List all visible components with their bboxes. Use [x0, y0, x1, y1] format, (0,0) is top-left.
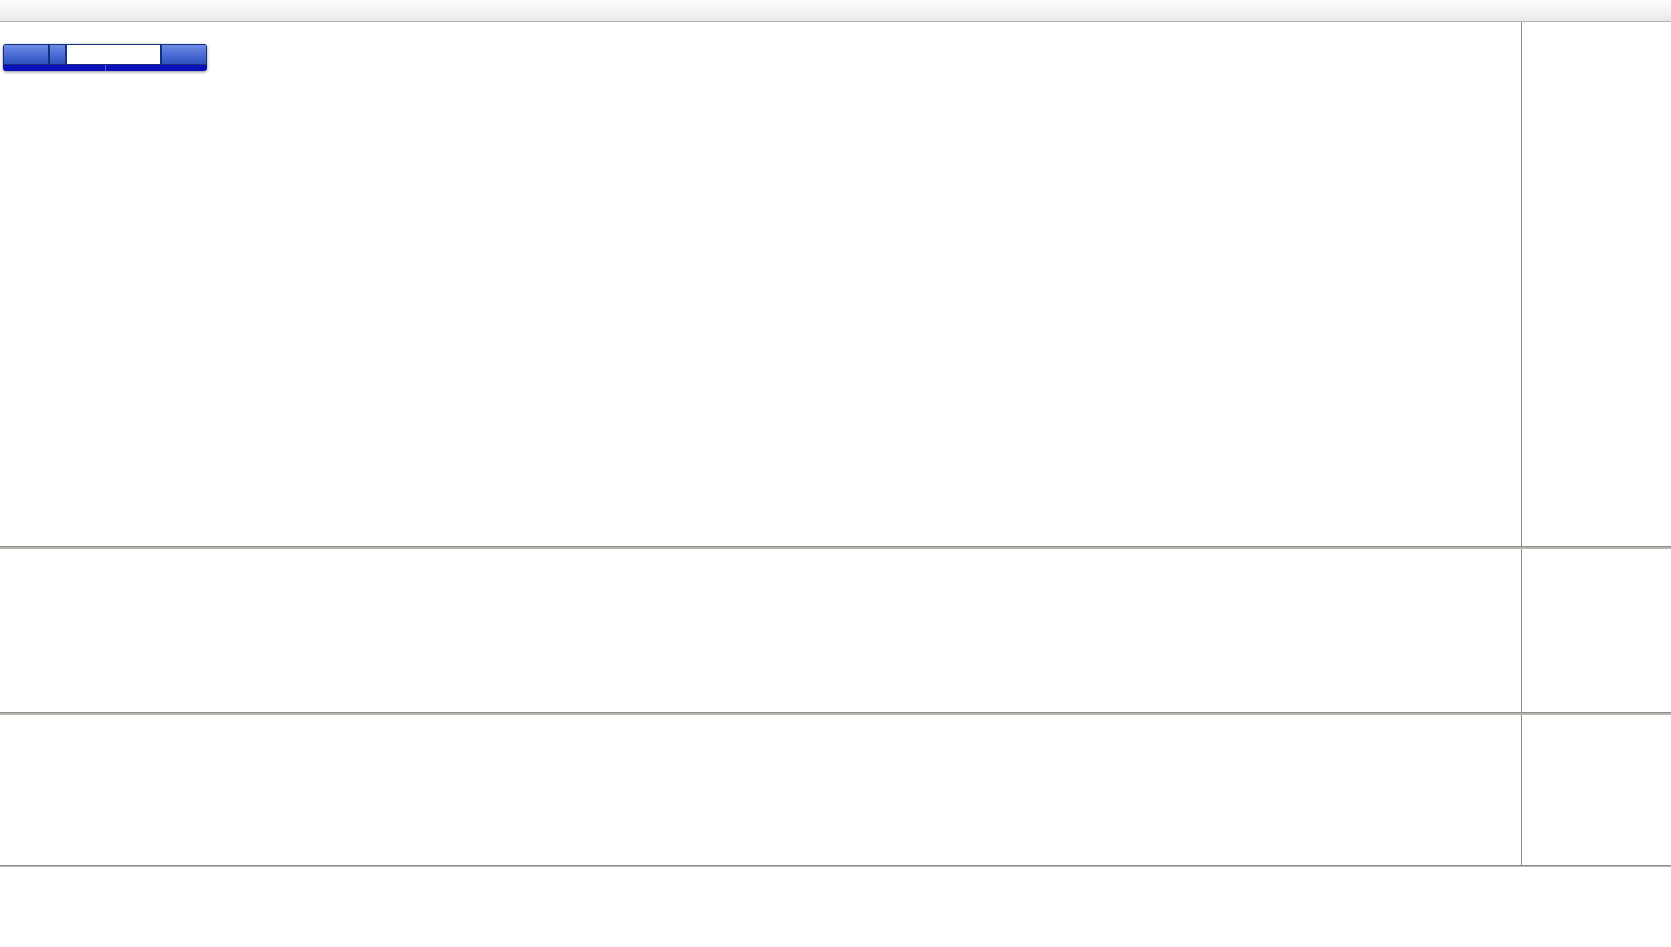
volume-input[interactable] [67, 47, 160, 62]
trade-panel-controls [3, 44, 207, 65]
pane-separator[interactable] [0, 546, 1671, 549]
trade-panel-prices [3, 65, 207, 71]
toolbar [0, 0, 1671, 22]
pane-separator[interactable] [0, 712, 1671, 715]
macd-pane[interactable] [0, 549, 1521, 712]
sell-button[interactable] [3, 44, 49, 65]
price-chart-pane[interactable] [0, 22, 1521, 546]
rsi-pane[interactable] [0, 715, 1521, 865]
pane-separator[interactable] [0, 865, 1671, 867]
rsi-chart [0, 715, 1521, 865]
sell-price[interactable] [3, 65, 106, 71]
price-scale[interactable] [1521, 22, 1671, 867]
macd-chart [0, 549, 1521, 712]
volume-field-wrap [66, 44, 161, 65]
candlestick-chart[interactable] [0, 22, 1521, 546]
time-axis[interactable] [0, 867, 1671, 947]
one-click-trading-panel [3, 44, 207, 71]
buy-price[interactable] [106, 65, 208, 71]
buy-button[interactable] [161, 44, 207, 65]
sell-options-dropdown[interactable] [49, 44, 66, 65]
